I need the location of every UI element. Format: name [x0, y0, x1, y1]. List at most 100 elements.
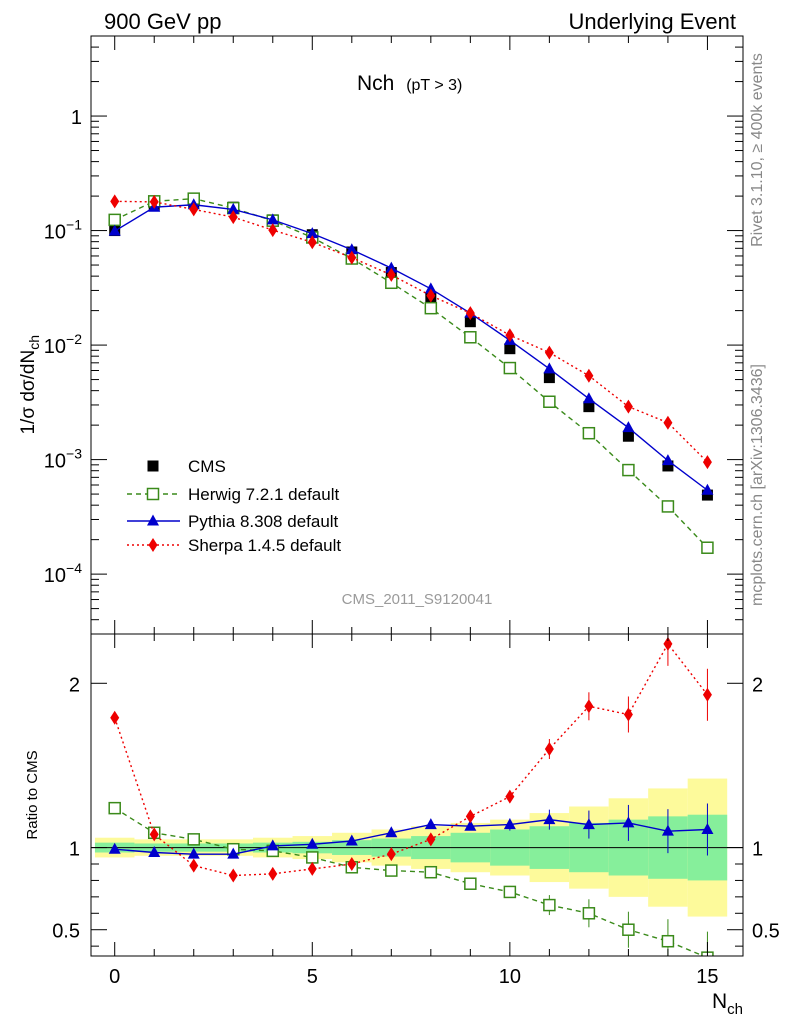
plot-title-main: Nch [357, 72, 394, 95]
mcplots-label: mcplots.cern.ch [arXiv:1306.3436] [749, 364, 766, 606]
ratio-ytick-label-right-2: 2 [752, 674, 763, 696]
main-point-herwig-15 [701, 541, 714, 554]
ratio-series-group [108, 634, 714, 956]
ratio-point-pythia-4 [266, 839, 279, 851]
main-point-sherpa-7 [386, 267, 396, 282]
main-point-sherpa-2 [189, 202, 199, 217]
ratio-point-pythia-7 [385, 826, 398, 838]
main-point-pythia-0 [108, 224, 121, 236]
main-ylabel: 1/σ dσ/dNch [18, 335, 42, 435]
ratio-ytick-label-1: 1 [69, 839, 80, 861]
main-point-data-14 [662, 460, 674, 472]
ratio-ylabel: Ratio to CMS [24, 750, 41, 839]
main-point-pythia-8 [424, 282, 437, 294]
ratio-point-pythia-0 [108, 842, 121, 854]
ratio-point-pythia-1 [148, 846, 161, 857]
main-point-herwig-14 [661, 500, 675, 513]
main-point-herwig-10 [503, 361, 517, 375]
legend-marker-pythia [147, 514, 159, 526]
ratio-point-sherpa-11 [544, 742, 554, 756]
ratio-xlabel: Nch [712, 990, 743, 1018]
ratio-point-pythia-2 [187, 847, 200, 859]
legend-label-data: CMS [188, 457, 226, 476]
ratio-point-sherpa-2 [189, 858, 199, 873]
ratio-line-pythia [114, 818, 708, 855]
main-point-data-12 [583, 401, 595, 413]
ratio-ytick-label-0: 0.5 [52, 921, 80, 943]
ratio-point-sherpa-0 [110, 710, 120, 725]
ratio-point-herwig-0 [108, 801, 121, 815]
ratio-xtick-label-0: 0 [109, 966, 120, 988]
ratio-point-pythia-14 [661, 824, 674, 836]
main-panel: 10−4 10−3 10−2 10−1 1 Nch (pT > 3) 1/σ dσ/dN… [18, 35, 744, 635]
main-point-pythia-14 [661, 454, 674, 466]
ratio-point-pythia-6 [345, 834, 358, 846]
ratio-point-herwig-5 [306, 851, 319, 864]
main-point-sherpa-8 [426, 288, 436, 303]
ratio-point-herwig-7 [385, 864, 398, 877]
ratio-point-sherpa-6 [347, 857, 357, 871]
main-point-data-13 [622, 430, 634, 442]
main-point-pythia-4 [266, 213, 279, 225]
main-point-pythia-6 [345, 243, 358, 255]
rivet-label: Rivet 3.1.10, ≥ 400k events [749, 53, 766, 247]
ratio-point-pythia-9 [464, 819, 477, 831]
main-point-herwig-8 [424, 301, 438, 315]
ratio-point-pythia-5 [306, 837, 319, 849]
ratio-point-herwig-2 [187, 833, 200, 846]
main-point-herwig-0 [108, 213, 121, 227]
main-point-sherpa-10 [505, 328, 515, 343]
main-point-sherpa-6 [347, 250, 357, 265]
main-ytick-label-4: 1 [71, 107, 82, 129]
ratio-point-sherpa-8 [426, 832, 436, 847]
main-point-pythia-5 [306, 227, 319, 239]
ratio-point-pythia-11 [543, 813, 556, 825]
main-point-herwig-13 [622, 463, 635, 477]
ratio-point-sherpa-4 [268, 866, 278, 881]
main-point-sherpa-1 [149, 194, 159, 209]
ratio-ytick-label-right-0: 0.5 [752, 921, 780, 943]
legend: CMS Herwig 7.2.1 default Pythia 8.308 defa… [127, 457, 341, 555]
main-point-sherpa-14 [663, 415, 673, 430]
main-point-pythia-3 [227, 202, 240, 214]
legend-marker-data [147, 460, 159, 472]
main-point-pythia-12 [582, 392, 595, 404]
ratio-line-herwig [114, 807, 706, 956]
ratio-point-pythia-12 [582, 818, 595, 830]
ratio-point-herwig-10 [503, 885, 517, 899]
main-point-sherpa-9 [465, 306, 475, 321]
main-point-herwig-11 [543, 395, 556, 409]
main-point-data-10 [504, 343, 516, 355]
main-point-pythia-11 [543, 362, 556, 374]
ratio-point-pythia-13 [622, 816, 635, 828]
legend-marker-herwig [146, 487, 160, 501]
ratio-point-herwig-13 [622, 923, 635, 936]
watermark: CMS_2011_S9120041 [342, 591, 493, 608]
legend-label-herwig: Herwig 7.2.1 default [188, 485, 339, 504]
main-point-sherpa-15 [702, 455, 712, 470]
main-ytick-label-1: 10−3 [44, 446, 82, 473]
main-point-data-15 [701, 489, 713, 501]
main-point-pythia-7 [385, 261, 398, 273]
title-right: Underlying Event [568, 9, 736, 34]
ratio-point-pythia-15 [701, 823, 714, 834]
legend-label-sherpa: Sherpa 1.4.5 default [188, 536, 341, 555]
main-ytick-label-0: 10−4 [44, 560, 82, 587]
main-point-sherpa-13 [623, 399, 633, 414]
plot-title-sub: (pT > 3) [406, 77, 462, 94]
ratio-point-sherpa-14 [663, 636, 673, 651]
ratio-point-herwig-11 [543, 898, 556, 912]
ratio-point-sherpa-5 [307, 861, 317, 876]
ratio-panel: 0.5 0.5 1 1 2 2 0 5 10 15 Ratio to CMS Nch [24, 633, 780, 1018]
main-point-herwig-9 [464, 331, 477, 344]
main-point-sherpa-11 [544, 345, 554, 360]
ratio-point-sherpa-15 [702, 687, 712, 702]
legend-label-pythia: Pythia 8.308 default [188, 512, 339, 531]
ratio-frame [90, 633, 744, 957]
ratio-point-pythia-8 [424, 818, 437, 830]
main-point-pythia-13 [622, 421, 635, 433]
legend-marker-sherpa [148, 538, 158, 552]
main-point-sherpa-3 [228, 210, 238, 225]
main-point-sherpa-0 [110, 194, 120, 209]
